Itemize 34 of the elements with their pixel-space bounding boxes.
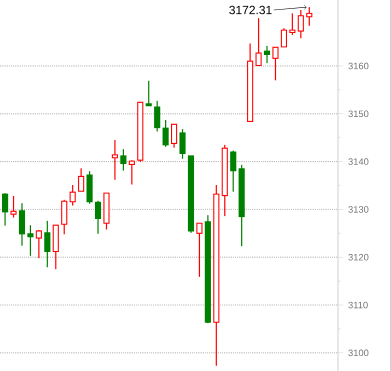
candlestick (78, 168, 84, 192)
candlestick (298, 9, 304, 39)
y-tick-label: 3100 (348, 350, 368, 356)
candlestick (146, 80, 152, 106)
candlestick (112, 139, 118, 180)
y-tick-label: 3130 (348, 206, 368, 213)
candlestick (36, 229, 42, 259)
candlestick (120, 148, 126, 172)
candlestick (256, 18, 262, 66)
annotation: 3172.31 (229, 6, 272, 14)
candlestick (272, 46, 279, 81)
y-tick-label: 3110 (348, 302, 368, 308)
y-tick-label: 3150 (348, 110, 368, 118)
candlestick (196, 222, 202, 278)
candlestick (154, 100, 160, 132)
candlestick (179, 128, 186, 160)
y-tick-label: 3140 (348, 158, 368, 165)
candlestick (10, 195, 17, 218)
candlestick (171, 124, 178, 148)
y-tick-label: 3120 (348, 254, 368, 261)
candlestick (162, 119, 169, 148)
candlestick (44, 220, 50, 268)
candlestick (70, 184, 76, 206)
candlestick (128, 160, 135, 186)
candlestick (264, 45, 270, 64)
candlestick (18, 202, 26, 246)
candlestick (280, 28, 287, 48)
candlestick (27, 224, 34, 256)
candlestick (61, 199, 68, 235)
candlestick (94, 200, 102, 234)
candlestick (289, 12, 296, 36)
y-tick-label: 3160 (348, 62, 368, 70)
candlestick (2, 192, 8, 226)
candlestick (230, 150, 236, 192)
